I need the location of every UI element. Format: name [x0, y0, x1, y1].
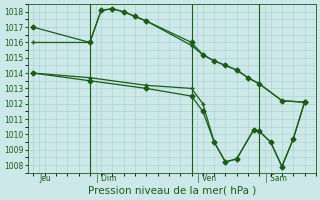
- X-axis label: Pression niveau de la mer( hPa ): Pression niveau de la mer( hPa ): [88, 186, 256, 196]
